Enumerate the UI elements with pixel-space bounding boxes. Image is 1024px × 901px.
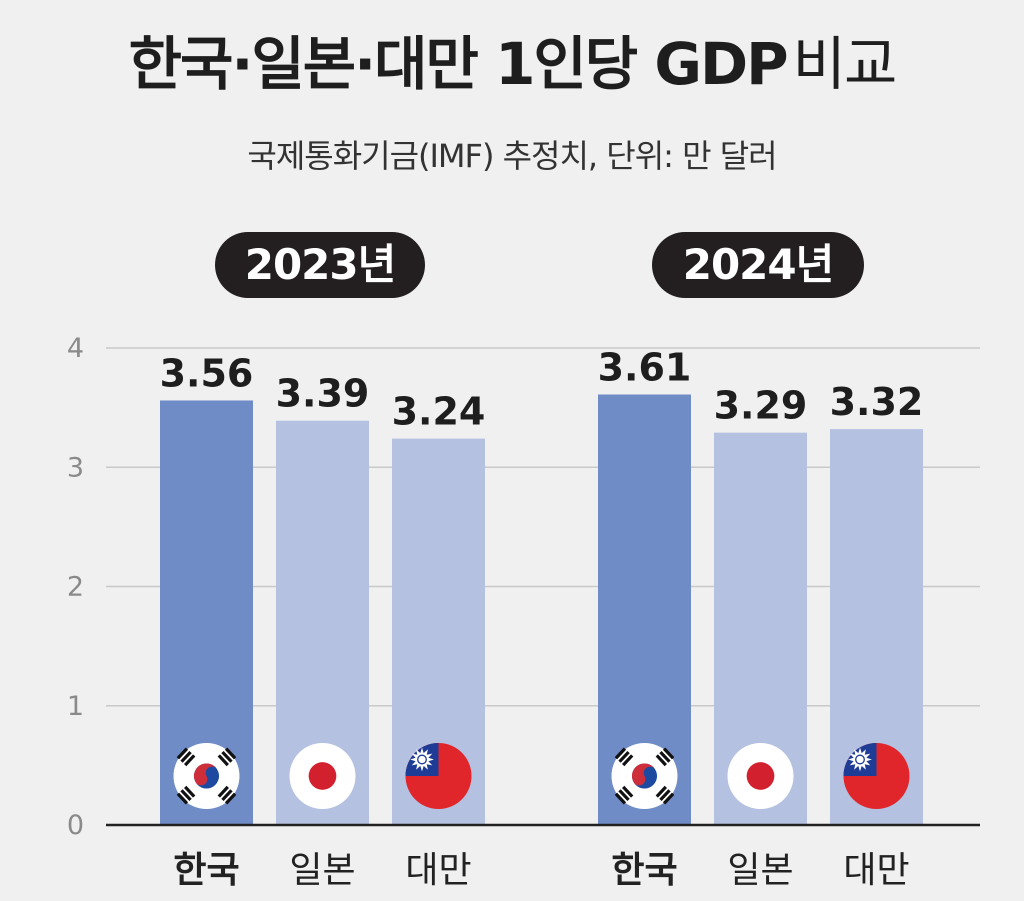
title-suffix: 비교 [792, 30, 898, 98]
category-label: 대만 [405, 850, 471, 891]
year-label-2023: 2023년 [215, 232, 425, 298]
category-label: 한국 [611, 850, 677, 891]
korea-flag-icon [611, 743, 678, 809]
taiwan-flag-icon [843, 743, 910, 809]
y-tick-label: 1 [67, 691, 84, 722]
bar-value-label: 3.61 [598, 346, 692, 390]
chart-title: 한국·일본·대만 1인당 GDP 비교 [0, 28, 1024, 100]
korea-flag-icon [173, 743, 240, 809]
bar-value-label: 3.24 [392, 390, 486, 434]
bar-value-label: 3.29 [714, 384, 808, 428]
bar-value-label: 3.56 [160, 351, 254, 395]
category-label: 한국 [173, 850, 239, 891]
japan-flag-icon [727, 743, 794, 809]
title-main: 한국·일본·대만 1인당 GDP [128, 30, 789, 98]
y-tick-label: 2 [67, 572, 84, 603]
category-label: 일본 [727, 850, 793, 891]
y-tick-label: 4 [67, 333, 84, 364]
bar-value-label: 3.39 [276, 372, 370, 416]
chart-subtitle: 국제통화기금(IMF) 추정치, 단위: 만 달러 [247, 137, 777, 175]
year-label-2024: 2024년 [652, 232, 864, 298]
category-label: 일본 [289, 850, 355, 891]
japan-flag-icon [289, 743, 356, 809]
y-tick-label: 3 [67, 452, 84, 483]
bar-value-label: 3.32 [830, 380, 924, 424]
y-tick-label: 0 [67, 810, 84, 841]
taiwan-flag-icon [405, 743, 472, 809]
category-label: 대만 [843, 850, 909, 891]
